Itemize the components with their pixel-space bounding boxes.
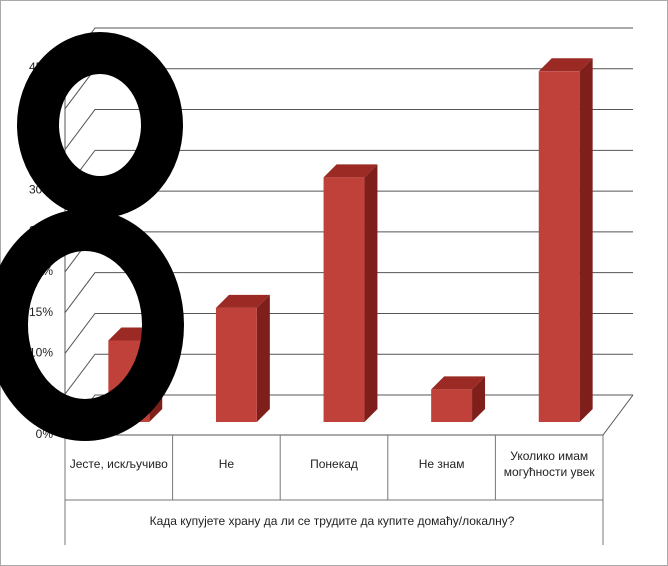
bar-top bbox=[538, 58, 593, 72]
x-tick-label: Јесте, искључиво bbox=[70, 457, 168, 471]
bar bbox=[323, 177, 365, 422]
plot: 0%5%10%15%20%25%30%35%40%45%Јесте, искљу… bbox=[29, 27, 634, 545]
bar bbox=[538, 71, 580, 423]
bar-top bbox=[323, 164, 378, 178]
x-tick-label: Не знам bbox=[419, 457, 465, 471]
grid-line bbox=[64, 109, 633, 150]
x-tick-label: Не bbox=[219, 457, 235, 471]
bar-side bbox=[579, 58, 593, 423]
digit-overlay bbox=[0, 32, 184, 441]
overlay-ring bbox=[17, 32, 183, 218]
bar bbox=[215, 307, 257, 422]
x-tick-label: Понекад bbox=[310, 457, 358, 471]
bar bbox=[431, 389, 473, 422]
x-tick-label: могућности увек bbox=[504, 465, 596, 479]
bar-side bbox=[256, 294, 270, 422]
overlay-ring bbox=[0, 209, 184, 441]
grid-line bbox=[64, 272, 633, 313]
grid-line bbox=[64, 312, 633, 354]
bar-top bbox=[431, 376, 486, 390]
x-axis-title: Када купујете храну да ли се трудите да … bbox=[150, 514, 515, 528]
y-tick-label: 15% bbox=[29, 305, 53, 319]
bar-side bbox=[472, 376, 486, 422]
bar-side bbox=[364, 164, 378, 423]
y-tick-label: 10% bbox=[29, 346, 53, 360]
bar-top bbox=[215, 294, 270, 308]
grid-line bbox=[64, 353, 633, 395]
x-tick-label: Уколико имам bbox=[510, 449, 588, 463]
